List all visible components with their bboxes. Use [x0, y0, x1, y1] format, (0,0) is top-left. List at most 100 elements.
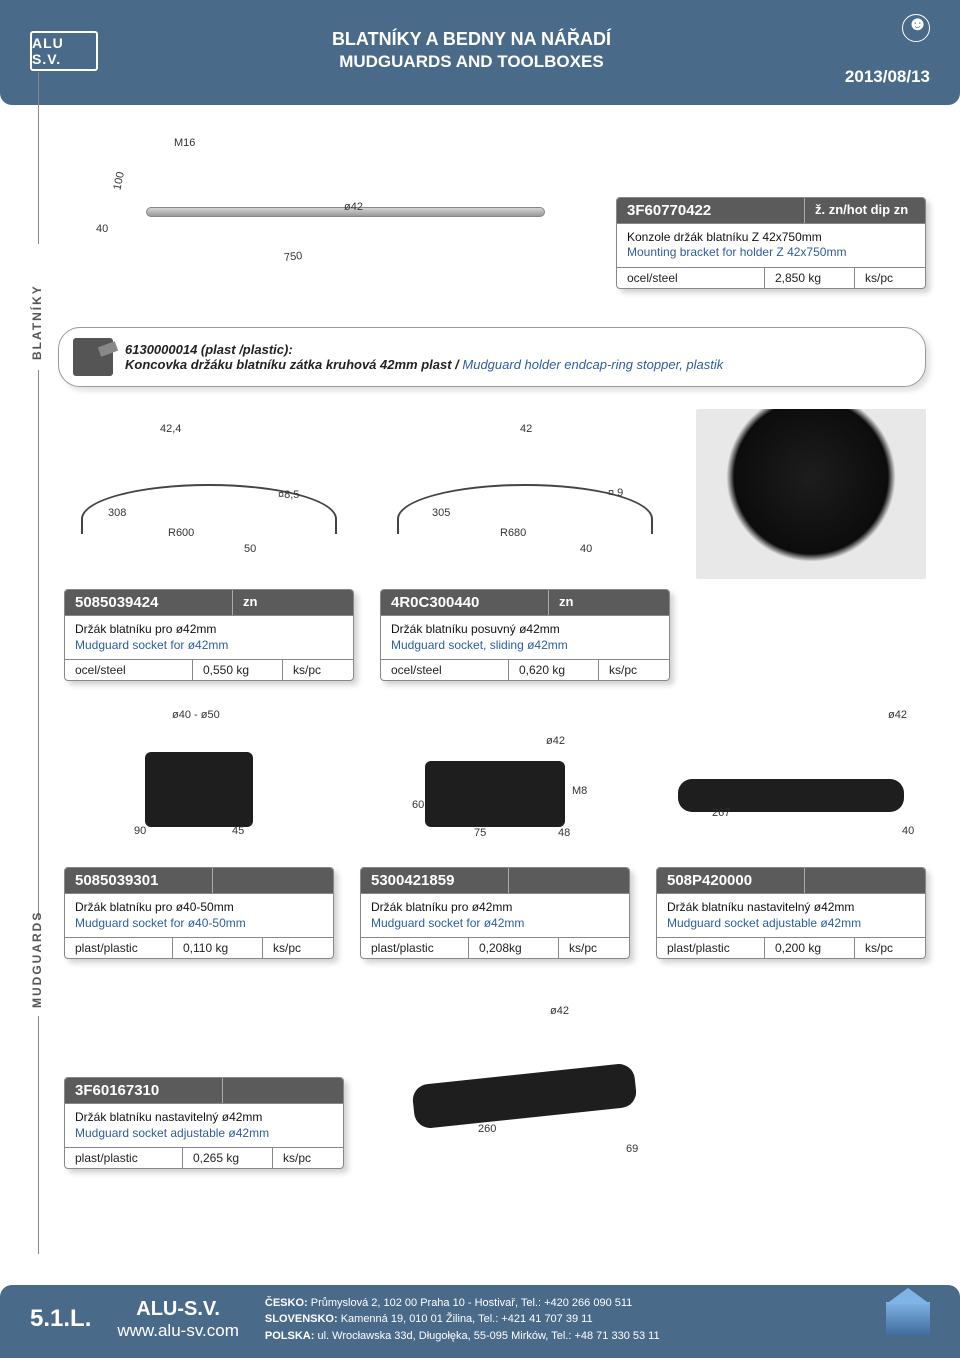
- header-right: 2013/08/13: [845, 14, 930, 87]
- dim-label: 69: [626, 1143, 638, 1155]
- product-desc-en: Mudguard socket, sliding ø42mm: [391, 638, 659, 654]
- dim-label: ø42: [888, 709, 907, 721]
- product-weight: 0,200 kg: [765, 938, 855, 958]
- product-desc-cz: Držák blatníku pro ø40-50mm: [75, 900, 323, 916]
- dim-label: ¤8,5: [278, 489, 299, 501]
- product-finish: zn: [549, 590, 669, 615]
- product-desc-en: Mounting bracket for holder Z 42x750mm: [627, 245, 915, 261]
- product-unit: ks/pc: [599, 660, 669, 680]
- product-material: plast/plastic: [65, 938, 173, 958]
- dim-label: 305: [432, 507, 450, 519]
- product-material: plast/plastic: [65, 1148, 183, 1168]
- dim-label: ø42: [550, 1005, 569, 1017]
- product-desc-cz: Držák blatníku nastavitelný ø42mm: [667, 900, 915, 916]
- header-title: BLATNÍKY A BEDNY NA NÁŘADÍ MUDGUARDS AND…: [98, 29, 845, 72]
- dim-label: ø42: [344, 201, 363, 213]
- product-weight: 0,110 kg: [173, 938, 263, 958]
- product-desc-en: Mudguard socket for ø40-50mm: [75, 916, 323, 932]
- addr-pl: ul. Wrocławska 33d, Długołęka, 55-095 Mi…: [314, 1330, 659, 1342]
- product-desc-cz: Držák blatníku nastavitelný ø42mm: [75, 1110, 333, 1126]
- logo: ALU S.V.: [30, 31, 98, 71]
- page-header: ALU S.V. BLATNÍKY A BEDNY NA NÁŘADÍ MUDG…: [0, 0, 960, 105]
- product-unit: ks/pc: [855, 938, 925, 958]
- product-finish: zn: [233, 590, 353, 615]
- product-desc-cz: Držák blatníku pro ø42mm: [75, 622, 343, 638]
- product-material: plast/plastic: [657, 938, 765, 958]
- product-material: ocel/steel: [381, 660, 509, 680]
- product-code: 3F60770422: [617, 198, 805, 223]
- dim-label: 48: [558, 827, 570, 839]
- dim-label: ø42: [546, 735, 565, 747]
- company-addresses: ČESKO: Průmyslová 2, 102 00 Praha 10 - H…: [265, 1295, 860, 1345]
- company-name: ALU-S.V.: [117, 1298, 239, 1321]
- dim-label: ¤ 9: [608, 487, 623, 499]
- dim-label: 40: [902, 825, 914, 837]
- header-title-cz: BLATNÍKY A BEDNY NA NÁŘADÍ: [98, 29, 845, 50]
- page-number: 5.1.L.: [30, 1305, 91, 1333]
- header-title-en: MUDGUARDS AND TOOLBOXES: [98, 52, 845, 72]
- product-code: 4R0C300440: [381, 590, 549, 615]
- technical-drawing-socket: 42,4 308 R600 ¤8,5 50: [64, 409, 354, 579]
- product-weight: 0,620 kg: [509, 660, 599, 680]
- dim-label: 45: [232, 825, 244, 837]
- dim-label: 60: [412, 799, 424, 811]
- dim-label: R680: [500, 527, 526, 539]
- dim-label: M16: [174, 137, 195, 149]
- product-desc-en: Mudguard socket adjustable ø42mm: [667, 916, 915, 932]
- product-code: 508P420000: [657, 868, 805, 893]
- product-finish: ž. zn/hot dip zn: [805, 198, 925, 223]
- note-text-cz: Koncovka držáku blatníku zátka kruhová 4…: [125, 357, 462, 372]
- addr-pl-label: POLSKA:: [265, 1330, 315, 1342]
- product-finish: [223, 1078, 343, 1103]
- addr-sk: Kamenná 19, 010 01 Žilina, Tel.: +421 41…: [338, 1313, 593, 1325]
- product-material: ocel/steel: [617, 268, 765, 288]
- product-card: 5085039424zn Držák blatníku pro ø42mmMud…: [64, 589, 354, 681]
- product-code: 5300421859: [361, 868, 509, 893]
- product-finish: [213, 868, 333, 893]
- page-footer: 5.1.L. ALU-S.V. www.alu-sv.com ČESKO: Pr…: [0, 1285, 960, 1358]
- product-desc-en: Mudguard socket adjustable ø42mm: [75, 1126, 333, 1142]
- up-arrow-icon[interactable]: [886, 1302, 930, 1336]
- product-finish: [509, 868, 629, 893]
- note-text-en: Mudguard holder endcap-ring stopper, pla…: [462, 357, 723, 372]
- technical-drawing-holder-long: ø42 267 40: [656, 707, 926, 857]
- technical-drawing-holder-small: ø40 - ø50 90 45: [64, 707, 334, 857]
- dim-label: R600: [168, 527, 194, 539]
- note-box: 6130000014 (plast /plastic): Koncovka dr…: [58, 327, 926, 387]
- technical-drawing-holder-adjustable: ø42 260 69: [370, 999, 680, 1169]
- product-material: ocel/steel: [65, 660, 193, 680]
- header-date: 2013/08/13: [845, 67, 930, 87]
- product-code: 5085039301: [65, 868, 213, 893]
- product-card: 4R0C300440zn Držák blatníku posuvný ø42m…: [380, 589, 670, 681]
- product-unit: ks/pc: [283, 660, 353, 680]
- endcap-icon: [73, 338, 113, 376]
- product-weight: 2,850 kg: [765, 268, 855, 288]
- addr-cz: Průmyslová 2, 102 00 Praha 10 - Hostivař…: [308, 1297, 633, 1309]
- mascot-icon: [902, 14, 930, 42]
- product-card: 5085039301 Držák blatníku pro ø40-50mmMu…: [64, 867, 334, 959]
- note-code: 6130000014 (plast /plastic):: [125, 342, 293, 357]
- dim-label: 42: [520, 423, 532, 435]
- dim-label: 40: [96, 223, 108, 235]
- technical-drawing-socket-sliding: 42 305 R680 ¤ 9 40: [380, 409, 670, 579]
- product-unit: ks/pc: [559, 938, 629, 958]
- dim-label: 100: [111, 171, 127, 191]
- company-url: www.alu-sv.com: [117, 1321, 239, 1341]
- dim-label: 75: [474, 827, 486, 839]
- product-desc-cz: Držák blatníku posuvný ø42mm: [391, 622, 659, 638]
- dim-label: 308: [108, 507, 126, 519]
- technical-drawing-holder-mid: ø42 60 75 48 M8: [360, 707, 630, 857]
- product-unit: ks/pc: [263, 938, 333, 958]
- product-card: 508P420000 Držák blatníku nastavitelný ø…: [656, 867, 926, 959]
- dim-label: 750: [283, 250, 303, 264]
- dim-label: 40: [580, 543, 592, 555]
- dim-label: M8: [572, 785, 587, 797]
- dim-label: 50: [244, 543, 256, 555]
- product-unit: ks/pc: [273, 1148, 343, 1168]
- dim-label: 90: [134, 825, 146, 837]
- product-weight: 0,208kg: [469, 938, 559, 958]
- product-card: 5300421859 Držák blatníku pro ø42mmMudgu…: [360, 867, 630, 959]
- product-finish: [805, 868, 925, 893]
- product-weight: 0,550 kg: [193, 660, 283, 680]
- product-desc-cz: Konzole držák blatníku Z 42x750mm: [627, 230, 915, 246]
